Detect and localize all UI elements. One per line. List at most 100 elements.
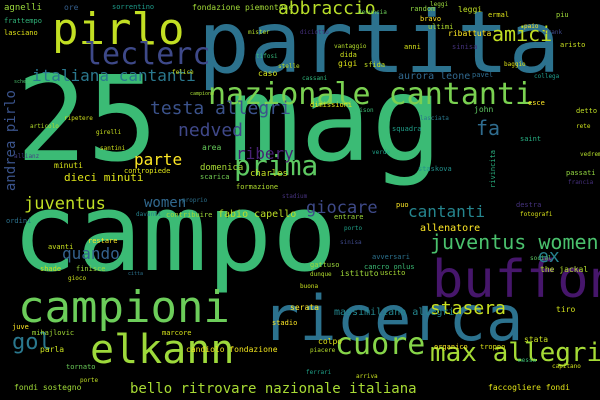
word-parte: parte <box>134 150 183 169</box>
word-buffon: buffon <box>432 250 600 310</box>
word-cantanti: cantanti <box>408 202 486 221</box>
word-sinisa-2: sinisa <box>340 239 362 246</box>
word-cuore: cuore <box>335 327 426 362</box>
word-organico: organico <box>434 343 468 351</box>
word-ribattuta: ribattuta <box>448 29 492 38</box>
word-esce: esce <box>528 99 545 107</box>
word-felice: felice <box>172 69 194 76</box>
word-fondazione-piemontese: fondazione piemontese <box>192 3 294 12</box>
word-tornato: tornato <box>66 363 96 371</box>
word-arriva: arriva <box>356 373 378 380</box>
word-gattuso: gattuso <box>310 261 340 269</box>
word-rivincita: rivincita <box>489 150 497 188</box>
word-nedved: nedved <box>178 120 244 141</box>
word-diciotto: diciotto <box>300 29 329 36</box>
word-ermal: ermal <box>488 11 510 19</box>
word-campioni: campioni <box>18 282 230 333</box>
word-prima: prima <box>234 149 319 182</box>
word-pirlo: pirlo <box>52 4 185 55</box>
word-porto: porto <box>344 225 363 232</box>
word-baggio: baggio <box>504 61 526 68</box>
word-puo: puo <box>396 201 409 209</box>
word-juve: juve <box>12 323 29 331</box>
word-serata: serata <box>290 303 319 312</box>
word-aurora-leone: aurora leone <box>398 71 471 82</box>
word-amici: amici <box>492 22 553 46</box>
word-porte: porte <box>80 377 99 384</box>
word-lasciano: lasciano <box>4 29 38 37</box>
word-squadra: squadra <box>392 125 422 133</box>
word-mister: mister <box>248 29 270 36</box>
word-gioco: gioco <box>68 275 87 282</box>
word-capitano: capitano <box>552 363 581 370</box>
word-women: women <box>144 195 187 211</box>
word-uscito: uscito <box>380 269 406 277</box>
word-leclerc: leclerc <box>84 37 211 72</box>
word-davanti: davanti <box>136 211 162 218</box>
word-ore: ore <box>64 3 79 12</box>
word-maison: maison <box>352 107 374 114</box>
word-vantaggio: vantaggio <box>334 43 367 50</box>
word-ex: ex <box>538 246 560 267</box>
word-nazionale-cantanti: nazionale cantanti <box>208 77 534 112</box>
word-stadium: stadium <box>282 193 308 200</box>
word-fabio-capello: fabio capello <box>218 209 297 220</box>
word-fotografi: fotografi <box>520 211 553 218</box>
word-vedremo: vedremo <box>580 151 600 158</box>
word-troppo: troppo <box>480 343 506 351</box>
word-piu: piu <box>556 11 569 19</box>
word-entrare: entrare <box>334 213 364 221</box>
word-leggi-2: leggi <box>430 1 449 8</box>
word-giocare: giocare <box>306 198 378 218</box>
word-sfida: sfida <box>364 61 386 69</box>
word-aristo: aristo <box>560 41 586 49</box>
word-andrea-pirlo: andrea pirlo <box>3 90 19 192</box>
word-contropiede: contropiede <box>124 167 171 175</box>
word-denuncia: denuncia <box>358 9 387 16</box>
word-finisce: finisce <box>76 265 106 273</box>
word-campione: campione <box>190 91 215 97</box>
word-charles: charles <box>250 169 288 179</box>
word-francia: francia <box>568 179 594 186</box>
word-ribery: ribery <box>236 144 294 163</box>
word-formazione: formazione <box>236 183 279 191</box>
word-restare: restare <box>88 237 118 245</box>
word-domenica: domenica <box>200 163 244 173</box>
word-avversari: avversari <box>372 253 410 261</box>
word-campo: campo <box>12 171 338 296</box>
word-collega: collega <box>534 73 560 80</box>
word-dimissioni: dimissioni <box>310 101 353 109</box>
word-verde: verde <box>372 149 391 156</box>
word-ricerca: ricerca <box>262 282 524 355</box>
word-tiro: tiro <box>556 305 576 314</box>
word-allenatore: allenatore <box>420 223 481 234</box>
word-area: area <box>202 143 222 152</box>
word-trank: trank <box>544 29 563 36</box>
word-faccogliere-fondi: faccogliere fondi <box>488 383 570 392</box>
word-ferrari: ferrari <box>306 369 332 376</box>
word-caso: caso <box>258 69 278 78</box>
word-frattempo: frattempo <box>4 17 42 25</box>
word-allianz: allianz <box>14 153 40 160</box>
word-partita: partita <box>198 0 561 93</box>
word-scarica: scarica <box>200 173 230 181</box>
word-buona: buona <box>300 283 319 290</box>
word-rete: rete <box>576 123 591 130</box>
word-tifosi: tifosi <box>256 53 278 60</box>
word-minuti: minuti <box>54 161 83 170</box>
word-leggi: leggi <box>458 5 483 14</box>
word-lasciata: lasciata <box>420 115 449 122</box>
word-agnelli: agnelli <box>4 3 42 13</box>
word-italiana-cantanti: italiana cantanti <box>32 66 196 85</box>
word-piacere: piacere <box>310 347 336 354</box>
word-gol: gol <box>12 330 52 355</box>
word-john: john <box>474 105 494 114</box>
word-random: random <box>410 5 436 13</box>
word-testa-allegri: testa allegri <box>150 98 291 119</box>
word-istituto: istituto <box>340 269 379 278</box>
word-gigi: gigi <box>338 59 358 68</box>
word-quando: quando <box>62 244 120 263</box>
word-pavel: pavel <box>472 71 494 79</box>
word-elkann: elkann <box>90 327 235 373</box>
